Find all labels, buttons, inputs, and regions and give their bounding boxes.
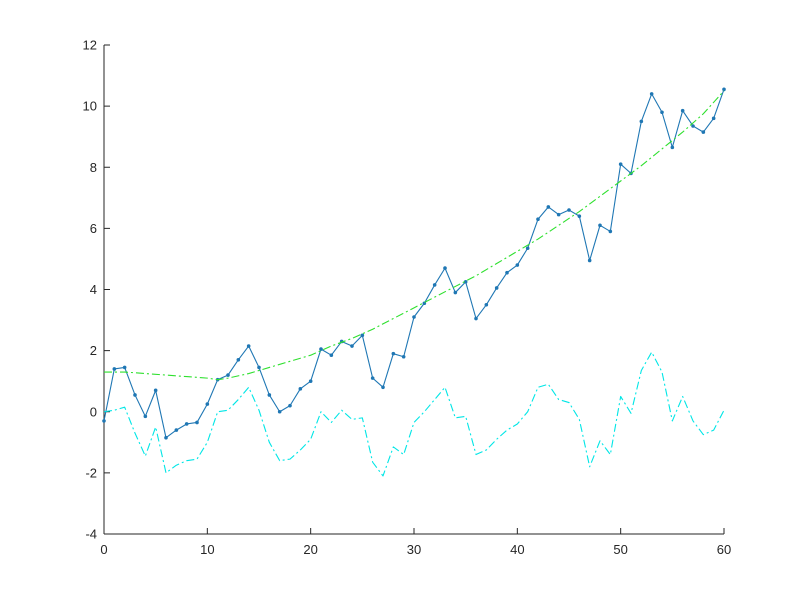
series-1-point [164, 435, 168, 440]
series-1-point [670, 145, 675, 150]
y-tick-label: 12 [83, 38, 97, 53]
series-1-point [660, 110, 664, 115]
y-tick-label: 6 [90, 221, 97, 236]
x-tick-label: 20 [303, 542, 317, 557]
series-1-point [484, 302, 489, 307]
x-tick-label: 60 [717, 542, 731, 557]
series-1-point [680, 108, 685, 113]
series-1-point [370, 376, 375, 380]
series-1-point [556, 212, 561, 217]
series-1-point [432, 283, 437, 287]
x-tick-label: 30 [407, 542, 421, 557]
x-tick-label: 50 [613, 542, 627, 557]
series-1-point [195, 420, 199, 425]
series-1-point [102, 419, 106, 423]
y-tick-label: 10 [83, 99, 97, 114]
series-1-point [174, 428, 179, 432]
series-1-point [329, 353, 334, 358]
series-1-point [711, 116, 716, 121]
series-1-point [577, 214, 582, 218]
series-1-point [412, 315, 416, 319]
series-1-point [236, 357, 241, 362]
series-1-point [122, 365, 127, 370]
series-1-point [401, 354, 406, 359]
series-1-point [267, 393, 272, 397]
x-tick-label: 0 [100, 542, 107, 557]
series-1-point [701, 130, 706, 134]
series-1-point [494, 286, 499, 290]
series-1-point [133, 393, 137, 397]
y-tick-label: 2 [90, 343, 97, 358]
series-1-point [112, 367, 117, 371]
series-1-point [319, 347, 323, 351]
series-1-point [691, 124, 695, 128]
series-1-point [608, 229, 613, 234]
series-line-2 [104, 90, 725, 381]
series-1-point [536, 217, 540, 222]
series-1-point [360, 333, 365, 338]
series-1-point [505, 270, 509, 275]
y-tick-label: -4 [85, 527, 97, 542]
series-1-point [525, 246, 530, 251]
y-tick-label: 0 [90, 404, 97, 419]
series-1-point [567, 208, 571, 212]
series-line-1 [103, 89, 725, 439]
series-1-point [463, 280, 468, 284]
series-1-point [277, 409, 282, 414]
series-1-point [443, 266, 447, 270]
series-1-point [598, 223, 602, 228]
series-1-point [153, 388, 158, 393]
series-line-3 [103, 351, 725, 477]
series-1-point [546, 205, 551, 209]
x-tick-label: 40 [510, 542, 524, 557]
y-tick-label: -2 [85, 465, 97, 480]
series-1-point [205, 402, 210, 406]
series-1-point [184, 422, 189, 426]
y-tick-label: 8 [90, 160, 97, 175]
series-1-point [474, 316, 478, 321]
series-1-point [639, 119, 644, 124]
axes: 0 10 20 30 40 50 60 -4 -2 0 2 4 6 8 10 12 [83, 38, 732, 558]
series-1-point [381, 385, 385, 390]
series-1-point [587, 258, 592, 263]
series-1-point [722, 87, 726, 92]
series-1-point [257, 365, 261, 370]
series-1-point [246, 344, 251, 348]
series-1-point [288, 403, 292, 408]
series-1-point [308, 379, 313, 383]
plot-area [102, 87, 726, 477]
series-1-point [350, 344, 354, 348]
series-1-point [515, 263, 520, 267]
y-tick-label: 4 [90, 282, 97, 297]
series-1-point [453, 290, 458, 295]
series-1-point [226, 373, 230, 377]
series-1-point [649, 92, 654, 96]
series-1-point [298, 387, 303, 391]
x-tick-label: 10 [200, 542, 214, 557]
series-1-point [143, 414, 148, 419]
series-1-point [391, 351, 396, 356]
series-1-point [618, 162, 623, 166]
